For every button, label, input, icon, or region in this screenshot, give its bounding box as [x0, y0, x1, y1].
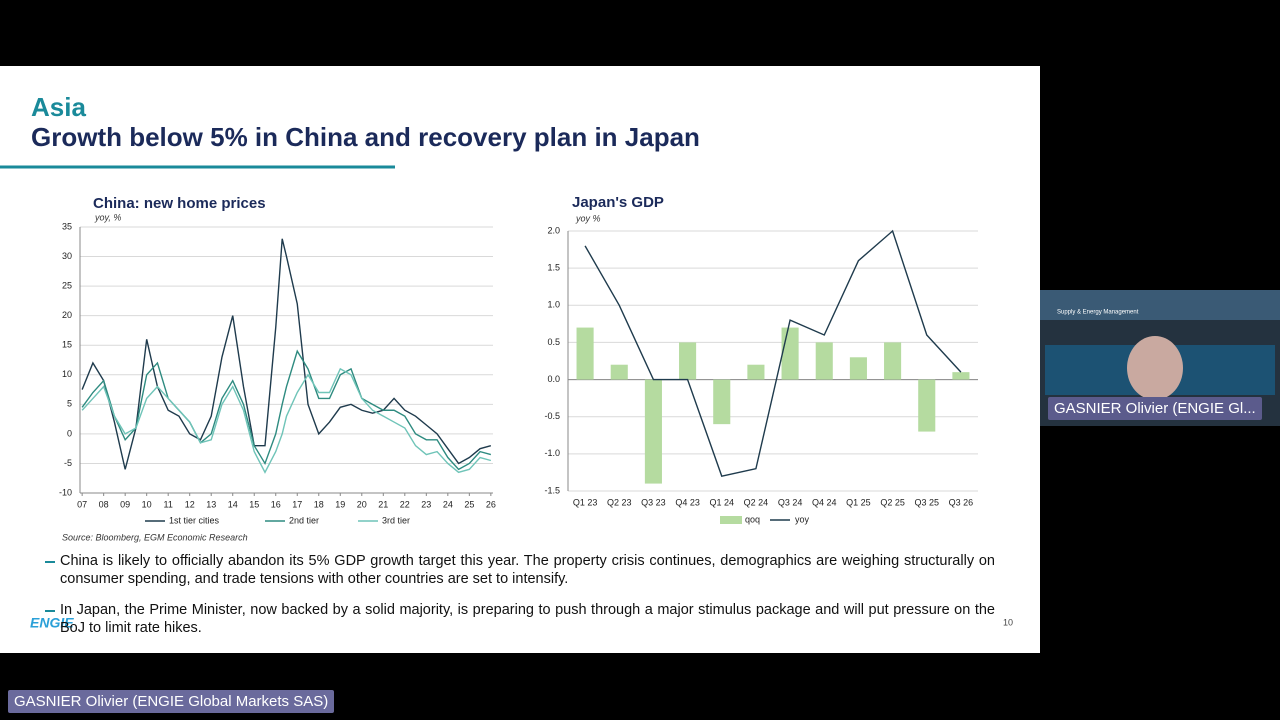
- x-tick-label: Q4 24: [812, 497, 837, 507]
- y-tick-label: 10: [62, 369, 72, 379]
- x-tick-label: 19: [335, 499, 345, 509]
- slide-title: Growth below 5% in China and recovery pl…: [31, 122, 700, 152]
- bar: [747, 364, 765, 380]
- y-tick-label: 0.5: [547, 337, 560, 347]
- bar: [815, 342, 833, 380]
- line-series: [81, 367, 492, 474]
- bar: [610, 364, 628, 380]
- y-tick-label: -1.5: [544, 485, 560, 495]
- y-tick-label: -10: [59, 487, 72, 497]
- x-tick-label: 08: [99, 499, 109, 509]
- x-tick-label: 18: [314, 499, 324, 509]
- bar: [918, 379, 936, 432]
- legend-label: 2nd tier: [289, 515, 319, 525]
- y-tick-label: -1.0: [544, 448, 560, 458]
- x-tick-label: Q2 25: [880, 497, 905, 507]
- line-series: [81, 349, 492, 471]
- x-tick-label: 13: [206, 499, 216, 509]
- bar: [576, 327, 594, 380]
- bar: [644, 379, 662, 484]
- x-tick-label: Q4 23: [675, 497, 700, 507]
- y-tick-label: 5: [67, 399, 72, 409]
- source-note: Source: Bloomberg, EGM Economic Research: [62, 532, 248, 542]
- bullet-text: China is likely to officially abandon it…: [60, 553, 995, 587]
- video-name-badge: GASNIER Olivier (ENGIE Gl...: [1048, 397, 1262, 420]
- x-tick-label: 14: [228, 499, 238, 509]
- x-tick-label: 15: [249, 499, 259, 509]
- x-tick-label: Q1 23: [573, 497, 598, 507]
- x-tick-label: 24: [443, 499, 453, 509]
- bar: [781, 327, 799, 380]
- x-tick-label: 23: [421, 499, 431, 509]
- chart-title: Japan's GDP: [572, 194, 664, 211]
- legend-swatch: [720, 516, 742, 524]
- y-tick-label: 2.0: [547, 225, 560, 235]
- y-tick-label: 35: [62, 221, 72, 231]
- logo: ENGIE: [30, 615, 74, 631]
- bar: [884, 342, 902, 380]
- line-series: [584, 229, 962, 477]
- y-tick-label: 15: [62, 340, 72, 350]
- speaker-name-badge: GASNIER Olivier (ENGIE Global Markets SA…: [8, 690, 335, 713]
- line-series: [81, 238, 492, 470]
- x-tick-label: 09: [120, 499, 130, 509]
- x-tick-label: 20: [357, 499, 367, 509]
- x-tick-label: Q2 24: [744, 497, 769, 507]
- bar: [952, 372, 970, 380]
- x-tick-label: 25: [464, 499, 474, 509]
- slide-heading: Asia: [31, 92, 86, 122]
- x-tick-label: Q1 24: [709, 497, 734, 507]
- x-tick-label: Q2 23: [607, 497, 632, 507]
- legend-label: yoy: [795, 514, 810, 524]
- x-tick-label: 10: [142, 499, 152, 509]
- x-tick-label: 11: [164, 499, 173, 509]
- x-tick-label: Q3 26: [949, 497, 974, 507]
- y-tick-label: -5: [64, 458, 72, 468]
- bullet-dash: [45, 561, 55, 563]
- x-tick-label: Q3 24: [778, 497, 803, 507]
- chart-title: China: new home prices: [93, 195, 266, 212]
- x-tick-label: Q3 25: [914, 497, 939, 507]
- page-number: 10: [1003, 617, 1013, 627]
- x-tick-label: 26: [486, 499, 496, 509]
- x-tick-label: 22: [400, 499, 410, 509]
- video-background: [1040, 290, 1280, 320]
- x-tick-label: Q1 25: [846, 497, 871, 507]
- bar: [713, 379, 731, 425]
- y-tick-label: 0.0: [547, 374, 560, 384]
- x-tick-label: Q3 23: [641, 497, 666, 507]
- chart-subtitle: yoy, %: [94, 212, 121, 222]
- y-tick-label: 1.0: [547, 300, 560, 310]
- x-tick-label: 17: [292, 499, 302, 509]
- bar: [849, 357, 867, 380]
- x-tick-label: 21: [378, 499, 388, 509]
- video-person: [1127, 336, 1183, 400]
- bullet-text: In Japan, the Prime Minister, now backed…: [60, 602, 995, 636]
- y-tick-label: 30: [62, 251, 72, 261]
- chart-subtitle: yoy %: [575, 213, 601, 223]
- y-tick-label: 0: [67, 428, 72, 438]
- y-tick-label: -0.5: [544, 411, 560, 421]
- legend-label: 3rd tier: [382, 515, 410, 525]
- x-tick-label: 16: [271, 499, 281, 509]
- video-caption: Supply & Energy Management: [1057, 310, 1139, 316]
- bullet-dash: [45, 610, 55, 612]
- y-tick-label: 25: [62, 280, 72, 290]
- x-tick-label: 12: [185, 499, 195, 509]
- y-tick-label: 20: [62, 310, 72, 320]
- x-tick-label: 07: [77, 499, 87, 509]
- legend-label: 1st tier cities: [169, 515, 220, 525]
- bar: [679, 342, 697, 380]
- y-tick-label: 1.5: [547, 263, 560, 273]
- legend-label: qoq: [745, 514, 760, 524]
